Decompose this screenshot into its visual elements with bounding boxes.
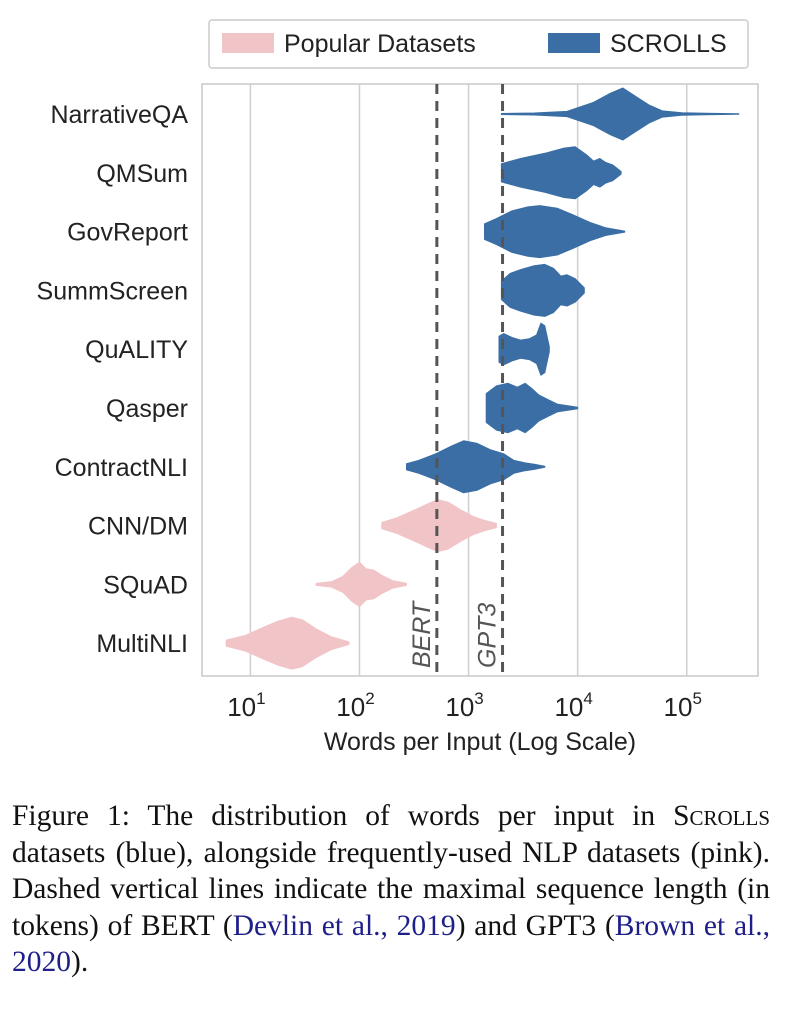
y-tick-label: ContractNLI xyxy=(55,454,188,482)
y-tick-label: GovReport xyxy=(67,219,188,247)
plot-frame xyxy=(201,83,759,677)
legend-label: SCROLLS xyxy=(610,30,727,58)
x-tick-label: 101 xyxy=(227,689,265,722)
y-tick-label: CNN/DM xyxy=(88,513,188,541)
x-tick-exponent: 5 xyxy=(692,689,701,708)
caption-end: ). xyxy=(71,946,89,978)
refline-label: BERT xyxy=(408,600,436,668)
x-tick-base: 10 xyxy=(445,692,474,722)
violin-cnn-dm xyxy=(381,499,497,553)
violin-squad xyxy=(315,561,407,607)
x-tick-base: 10 xyxy=(227,692,256,722)
citation-devlin-link[interactable]: Devlin et al., 2019 xyxy=(232,909,456,942)
y-tick-labels: NarrativeQA QMSum GovReport SummScreen QuALI… xyxy=(37,101,189,658)
x-tick-label: 105 xyxy=(664,689,702,722)
violin-multinli xyxy=(225,616,350,670)
caption-middle: datasets (blue), alongside frequently-us… xyxy=(12,836,770,942)
violin-narrativeqa xyxy=(500,87,740,141)
violin-chart: Popular Datasets SCROLLS BERT GPT3 Narrati… xyxy=(37,19,759,756)
y-tick-label: MultiNLI xyxy=(96,630,188,658)
y-tick-label: SQuAD xyxy=(103,571,188,599)
x-tick-exponent: 3 xyxy=(474,689,483,708)
x-tick-label: 104 xyxy=(554,689,592,722)
x-tick-exponent: 4 xyxy=(583,689,592,708)
y-tick-label: NarrativeQA xyxy=(50,101,188,129)
legend-swatch xyxy=(548,33,600,53)
violin-contractnli xyxy=(406,440,546,494)
violin-summscreen xyxy=(500,263,585,317)
x-axis-label: Words per Input (Log Scale) xyxy=(324,728,636,756)
caption-scrolls: Scrolls xyxy=(673,800,770,832)
x-tick-base: 10 xyxy=(664,692,693,722)
x-tick-exponent: 2 xyxy=(365,689,374,708)
legend-frame xyxy=(208,19,749,69)
x-tick-labels: 101 102 103 104 105 xyxy=(227,689,702,722)
x-tick-label: 102 xyxy=(336,689,374,722)
refline-label: GPT3 xyxy=(474,603,502,668)
violin-qmsum xyxy=(500,146,622,200)
x-tick-label: 103 xyxy=(445,689,483,722)
x-tick-base: 10 xyxy=(554,692,583,722)
violin-qasper xyxy=(485,382,579,434)
y-tick-label: Qasper xyxy=(106,395,188,423)
legend: Popular Datasets SCROLLS xyxy=(208,19,749,69)
x-tick-exponent: 1 xyxy=(256,689,265,708)
caption-lead: Figure 1: The distribution of words per … xyxy=(12,800,674,832)
citation-brown-link[interactable]: Brown et al., 2020 xyxy=(12,909,770,979)
plot-area: BERT GPT3 xyxy=(201,83,759,677)
figure-caption: Figure 1: The distribution of words per … xyxy=(12,798,770,981)
x-tick-base: 10 xyxy=(336,692,365,722)
violins xyxy=(225,87,740,670)
violin-quality xyxy=(498,322,550,376)
violin-govreport xyxy=(484,205,626,259)
reference-lines: BERT GPT3 xyxy=(408,84,505,676)
legend-label: Popular Datasets xyxy=(284,30,476,58)
caption-and: ) and GPT3 ( xyxy=(455,909,615,942)
legend-swatch xyxy=(222,33,274,53)
y-tick-label: SummScreen xyxy=(37,277,188,305)
y-tick-label: QMSum xyxy=(96,160,188,188)
y-tick-label: QuALITY xyxy=(85,336,188,364)
